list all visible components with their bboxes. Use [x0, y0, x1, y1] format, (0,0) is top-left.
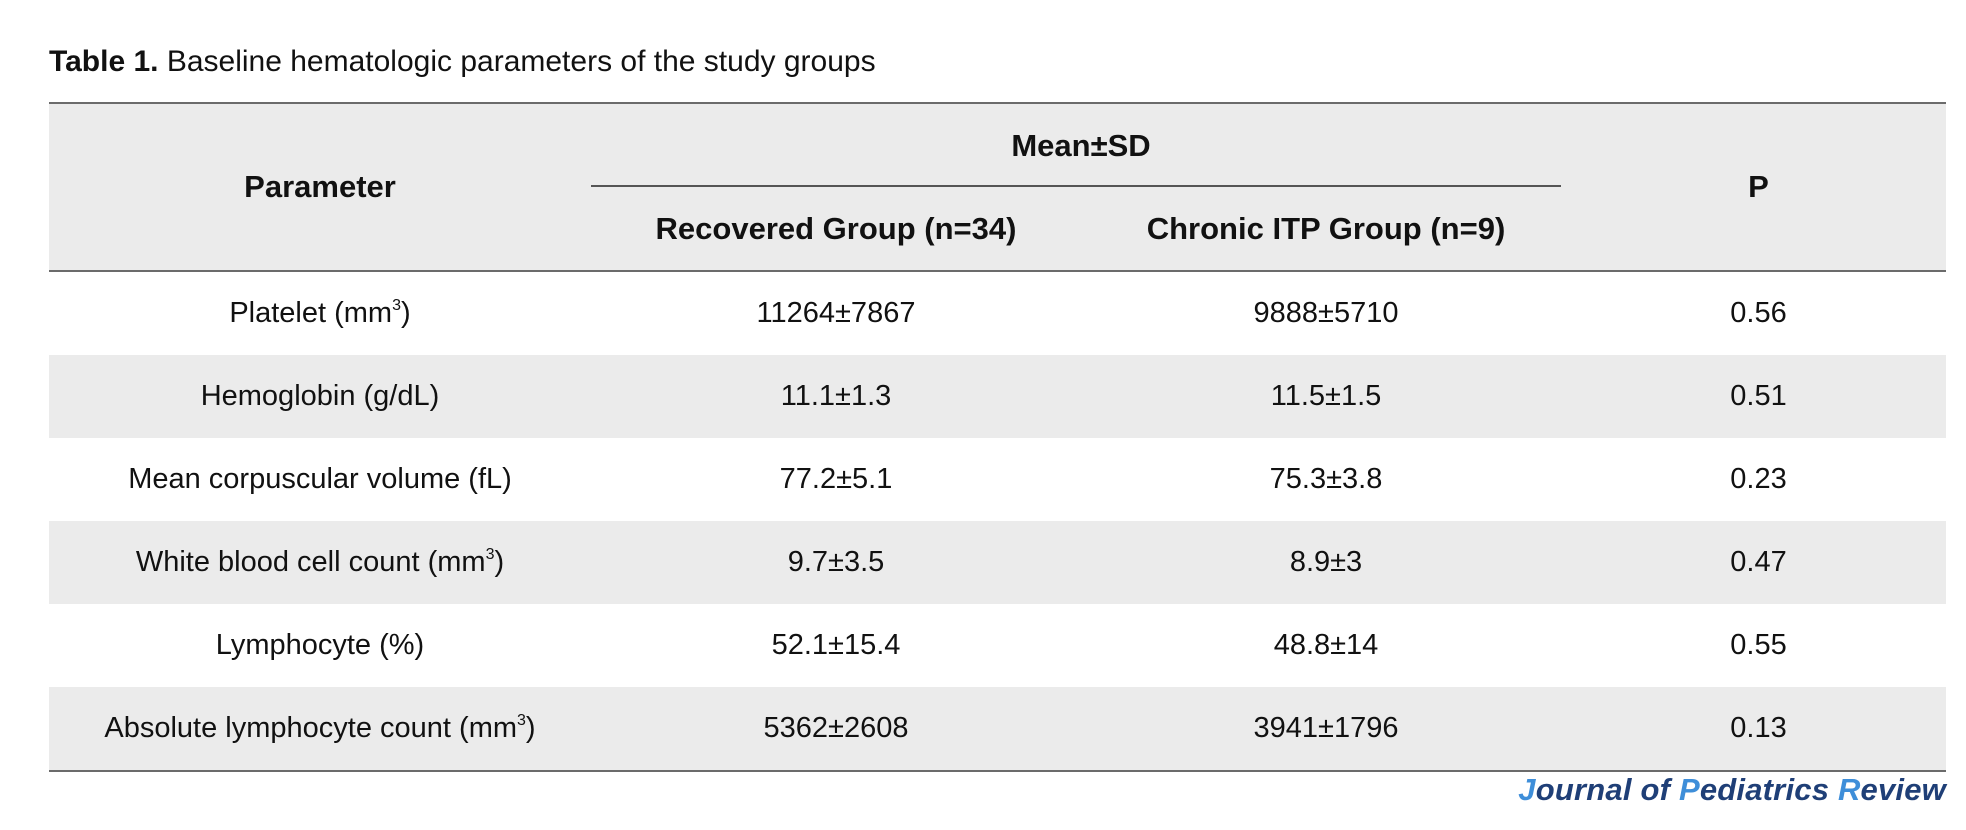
journal-logo-letter-r: R — [1837, 772, 1861, 807]
header-chronic-group: Chronic ITP Group (n=9) — [1081, 187, 1572, 272]
cell-p-value: 0.23 — [1730, 463, 1787, 495]
parameter-name: Absolute lymphocyte count (mm — [104, 712, 518, 744]
caption-text: Baseline hematologic parameters of the s… — [166, 45, 876, 78]
table-row: Hemoglobin (g/dL) 11.1±1.3 11.5±1.5 0.51 — [49, 355, 1947, 438]
journal-logo-letter-j: J — [1518, 772, 1536, 807]
cell-p-value: 0.55 — [1730, 629, 1787, 661]
header-divider-line — [591, 185, 1562, 187]
journal-logo: Journal of Pediatrics Review — [1518, 772, 1946, 808]
cell-recovered-value: 5362±2608 — [591, 687, 1081, 772]
caption-label: Table 1. — [49, 45, 159, 78]
table-row: Platelet (mm3) 11264±7867 9888±5710 0.56 — [49, 271, 1946, 355]
cell-parameter: Mean corpuscular volume (fL) — [49, 438, 591, 521]
header-mean-sd-label: Mean±SD — [1011, 127, 1151, 163]
table-body: Platelet (mm3) 11264±7867 9888±5710 0.56 Hem… — [49, 271, 1947, 772]
table-row: Mean corpuscular volume (fL) 77.2±5.1 75.3… — [49, 438, 1946, 521]
header-p-value: P — [1571, 102, 1947, 272]
journal-logo-text-3: eview — [1860, 772, 1946, 807]
header-mean-sd: Mean±SD — [591, 102, 1572, 187]
parameter-suffix: ) — [401, 297, 411, 329]
parameter-superscript: 3 — [485, 546, 495, 563]
cell-parameter: Hemoglobin (g/dL) — [49, 355, 591, 438]
cell-p-value: 0.51 — [1571, 355, 1947, 438]
cell-p-value: 0.13 — [1571, 687, 1947, 772]
cell-parameter: Absolute lymphocyte count (mm3) — [49, 687, 591, 772]
cell-chronic-value: 9888±5710 — [1253, 297, 1399, 329]
cell-p-value: 0.47 — [1571, 521, 1947, 604]
cell-chronic-value: 8.9±3 — [1081, 521, 1572, 604]
parameter-name: White blood cell count (mm — [135, 546, 486, 578]
cell-chronic-value: 3941±1796 — [1081, 687, 1572, 772]
cell-recovered-value: 9.7±3.5 — [591, 521, 1081, 604]
cell-chronic-value: 75.3±3.8 — [1269, 463, 1383, 495]
parameter-name: Lymphocyte (%) — [215, 629, 425, 661]
table-header: Parameter Mean±SD P Recovered Group (n=3… — [49, 102, 1947, 272]
cell-p-value: 0.56 — [1730, 297, 1787, 329]
parameter-suffix: ) — [494, 546, 505, 578]
parameter-name: Mean corpuscular volume (fL) — [128, 463, 512, 495]
journal-logo-text-2: ediatrics — [1699, 772, 1838, 807]
cell-parameter: Platelet (mm3) — [49, 271, 591, 355]
cell-recovered-value: 77.2±5.1 — [779, 463, 893, 495]
header-parameter: Parameter — [49, 102, 591, 272]
parameter-name: Hemoglobin (g/dL) — [200, 380, 440, 412]
parameter-name: Platelet (mm — [229, 297, 393, 329]
journal-logo-letter-p: P — [1678, 772, 1700, 807]
cell-recovered-value: 52.1±15.4 — [771, 629, 901, 661]
table-row: White blood cell count (mm3) 9.7±3.5 8.9±3… — [49, 521, 1947, 604]
cell-recovered-value: 11.1±1.3 — [591, 355, 1081, 438]
parameter-superscript: 3 — [392, 297, 401, 314]
cell-parameter: White blood cell count (mm3) — [49, 521, 591, 604]
cell-chronic-value: 11.5±1.5 — [1081, 355, 1572, 438]
journal-logo-text-1: ournal of — [1535, 772, 1679, 807]
hematologic-table: Parameter Mean±SD P Recovered Group (n=3… — [49, 102, 1947, 772]
table-row: Absolute lymphocyte count (mm3) 5362±2608… — [49, 687, 1947, 772]
cell-parameter: Lymphocyte (%) — [49, 604, 591, 687]
header-recovered-group: Recovered Group (n=34) — [591, 187, 1081, 272]
cell-chronic-value: 48.8±14 — [1273, 629, 1379, 661]
data-table-container: Parameter Mean±SD P Recovered Group (n=3… — [49, 102, 1947, 772]
parameter-suffix: ) — [525, 712, 536, 744]
table-caption: Table 1. Baseline hematologic parameters… — [49, 42, 876, 82]
parameter-superscript: 3 — [517, 712, 526, 729]
table-row: Lymphocyte (%) 52.1±15.4 48.8±14 0.55 — [49, 604, 1946, 687]
cell-recovered-value: 11264±7867 — [756, 297, 916, 329]
